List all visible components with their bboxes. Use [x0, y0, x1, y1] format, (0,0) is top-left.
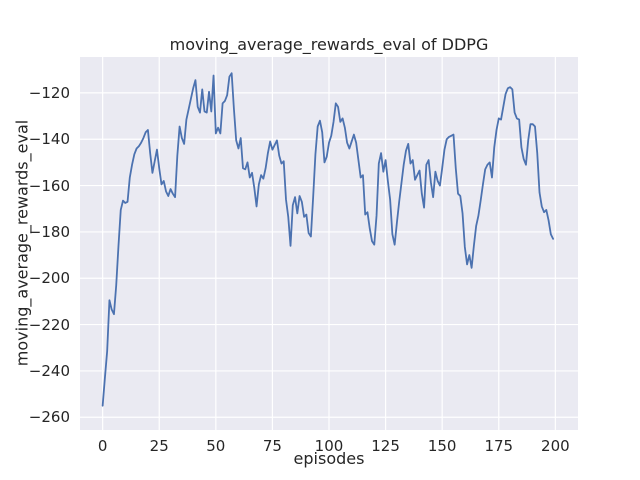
y-tick-label: −140 [28, 130, 70, 149]
x-tick-label: 75 [262, 437, 282, 455]
chart-title: moving_average_rewards_eval of DDPG [169, 35, 489, 54]
y-tick-label: −180 [28, 222, 70, 241]
x-tick-label: 125 [371, 437, 400, 455]
y-tick-label: −220 [28, 315, 70, 334]
x-tick-label: 25 [149, 437, 169, 455]
y-tick-label: −240 [28, 361, 70, 380]
plot-area [80, 57, 578, 430]
y-tick-label: −120 [28, 83, 70, 102]
x-axis-label: episodes [293, 449, 365, 468]
y-tick-label: −260 [28, 408, 70, 427]
x-tick-label: 100 [314, 437, 344, 455]
x-tick-label: 175 [484, 437, 514, 455]
x-tick-label: 0 [97, 437, 108, 455]
y-tick-label: −160 [28, 176, 70, 195]
y-tick-label: −200 [28, 269, 70, 288]
x-tick-label: 150 [427, 437, 457, 455]
x-tick-label: 200 [541, 437, 570, 455]
x-tick-label: 50 [206, 437, 226, 455]
